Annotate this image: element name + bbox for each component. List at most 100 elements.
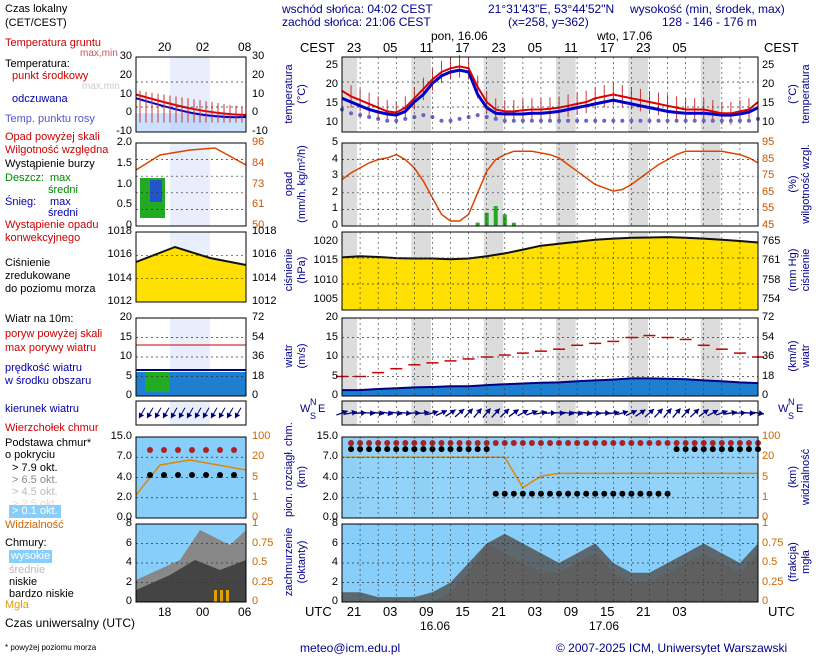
dew-point — [448, 118, 453, 123]
side-cov-right: (frakcja) mgła — [787, 542, 812, 582]
cloud-low-area — [342, 533, 758, 602]
cloud-top-dot — [420, 440, 427, 446]
wind-arrow — [526, 409, 538, 416]
dew-point — [538, 118, 543, 123]
leg-cloudtop-dot — [217, 447, 223, 453]
ltick-temp-l-1: 20 — [119, 68, 132, 81]
ltick-press-l-0: 1018 — [107, 225, 132, 237]
leg-wind-arrow — [234, 407, 242, 419]
legend-temp-frame — [135, 56, 247, 133]
cloud-top-dot — [474, 440, 481, 446]
ltick-cb-l-2: 4.0 — [116, 470, 132, 483]
dew-point — [439, 118, 444, 123]
wind-arrow-head — [657, 408, 663, 415]
cloud-top-dot — [709, 440, 716, 446]
cloud-top-dot — [456, 440, 463, 446]
compass-n-left: N — [310, 397, 317, 407]
sunset-label: zachód słońca: 21:06 CEST — [282, 15, 431, 29]
wind-arrow-head — [605, 409, 611, 416]
main-dir-frame — [341, 400, 759, 426]
legend-snow: Śnieg: — [5, 196, 37, 208]
cloud-top-dot — [637, 440, 644, 446]
wind-mean-line — [342, 377, 759, 392]
legend-gust-above: poryw powyżej skali — [5, 328, 103, 340]
wind-arrow-head — [631, 409, 637, 416]
legend-cloudbase-2: o pokryciu — [5, 449, 56, 461]
legend-c-mid: średnie — [9, 564, 46, 576]
cloudbase-dot — [727, 446, 734, 453]
leg-snow — [150, 180, 162, 202]
ltick-cov-l-3: 2 — [125, 575, 132, 588]
leg-temp-felt — [135, 97, 247, 119]
dew-point — [674, 118, 679, 123]
local-hour-3: 08 — [238, 40, 252, 54]
dew-point — [457, 116, 462, 121]
ltick-press-r-2: 1014 — [252, 271, 277, 284]
ltick-press-r-0: 1018 — [252, 225, 277, 237]
leg-wind-arrow — [226, 407, 234, 419]
leg-cloudtop-dot — [147, 447, 153, 453]
wind-arrow — [616, 409, 629, 416]
ltick-precip-r-2: 73 — [252, 177, 265, 190]
ltick-precip-r-4: 50 — [252, 219, 265, 231]
top-hour-23: 23 — [636, 40, 651, 55]
pressure-area — [342, 237, 758, 310]
bottom-hour-03: 03 — [382, 604, 398, 619]
legend-conv: Wystąpienie opadu — [5, 219, 99, 231]
cloudbase-dot — [601, 490, 608, 497]
leg-wind-arrow — [186, 407, 194, 419]
side-temp-right: (°C) temperatura — [787, 64, 812, 124]
leg-cloudbase-dot — [203, 472, 209, 478]
ltick-wind-r-4: 0 — [252, 389, 259, 401]
cloud-top-dot — [510, 440, 517, 446]
top-hour-17: 17 — [599, 40, 615, 55]
main-temp-frame — [341, 56, 759, 133]
bottom-hour-21: 21 — [491, 604, 506, 619]
top-hour-05: 05 — [527, 40, 543, 55]
ltick-cb-r-2: 5 — [252, 470, 259, 483]
cloudbase-dot — [465, 446, 472, 453]
tick-cov-l-4: 0 — [331, 595, 338, 607]
bottom-tz-right: UTC — [768, 604, 795, 619]
precip-bar — [493, 206, 498, 226]
cloud-top-dot — [745, 440, 752, 446]
tick-precip-l-1: 4 — [331, 152, 338, 165]
legend-temp-soil: Temperatura gruntu — [5, 37, 101, 49]
tick-cov-r-2: 0.5 — [762, 556, 778, 568]
leg-arrow-head — [138, 412, 145, 419]
footer-email[interactable]: meteo@icm.edu.pl — [300, 641, 401, 655]
compass-s-left: S — [310, 411, 317, 421]
wind-arrow-head — [721, 409, 728, 416]
legend-dir-frame — [135, 400, 247, 426]
tick-wind-r-3: 18 — [762, 369, 775, 382]
tick-cb-l-1: 7.0 — [322, 450, 338, 463]
ltick-cov-r-3: 0.25 — [252, 575, 274, 588]
leg-wind-arrow — [202, 407, 210, 419]
legend-snow-mean: średni — [48, 207, 78, 219]
compass-e-left: E — [318, 403, 326, 415]
ltick-cov-r-4: 0 — [252, 595, 259, 607]
wind-arrow — [417, 409, 430, 416]
tick-precip-r-1: 85 — [762, 152, 775, 165]
dew-point — [665, 118, 670, 123]
legend-cov-frame — [135, 523, 247, 603]
wind-arrow-head — [369, 410, 376, 417]
wind-arrow-head — [415, 410, 421, 417]
cloudbase-dot — [348, 446, 355, 453]
tick-precip-r-0: 95 — [762, 136, 775, 148]
tick-precip-r-3: 65 — [762, 185, 775, 198]
bottom-hour-09: 09 — [419, 604, 434, 619]
ltick-cb-r-1: 20 — [252, 450, 265, 463]
dew-point — [358, 113, 363, 118]
dew-point — [647, 118, 652, 123]
leg-fog-bar — [214, 590, 217, 602]
cloud-top-dot — [547, 440, 553, 446]
cloudbase-dot — [492, 490, 499, 497]
wind-arrow-head — [758, 410, 764, 417]
tick-cov-l-0: 8 — [331, 517, 338, 529]
tick-cov-r-1: 0.75 — [762, 536, 784, 549]
dew-point — [385, 118, 390, 123]
bottom-hour-09: 09 — [563, 604, 579, 619]
ltick-cov-l-1: 6 — [125, 536, 132, 549]
compass-n-right: N — [788, 397, 795, 407]
